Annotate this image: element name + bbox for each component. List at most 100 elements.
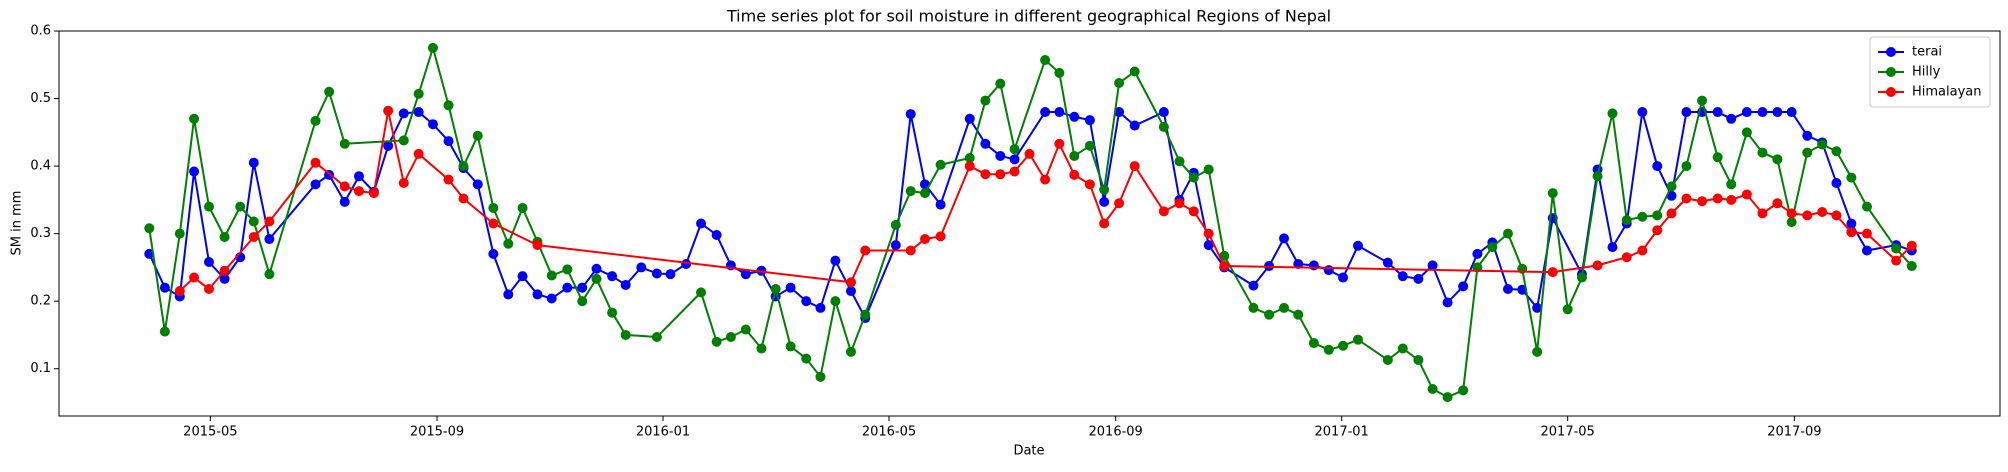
data-point (443, 100, 454, 111)
data-point (398, 177, 409, 188)
data-point (219, 232, 230, 243)
data-point (607, 271, 618, 282)
data-point (725, 331, 736, 342)
data-point (1458, 281, 1469, 292)
series-line (148, 111, 1913, 320)
legend-marker (1886, 87, 1896, 97)
data-point (1831, 146, 1842, 157)
data-point (1427, 383, 1438, 394)
data-point (398, 108, 409, 119)
data-point (1726, 179, 1737, 190)
data-point (339, 196, 350, 207)
data-point (1084, 179, 1095, 190)
data-point (517, 202, 528, 213)
data-point (1831, 177, 1842, 188)
data-point (1338, 340, 1349, 351)
data-point (189, 113, 200, 124)
data-point (919, 234, 930, 245)
data-point (264, 216, 275, 227)
data-point (815, 302, 826, 313)
data-point (1158, 206, 1169, 217)
data-point (1264, 309, 1275, 320)
data-point (310, 179, 321, 190)
data-point (1040, 174, 1051, 185)
data-point (1158, 107, 1169, 118)
data-point (1413, 354, 1424, 365)
data-point (846, 277, 857, 288)
data-point (591, 263, 602, 274)
data-point (1040, 107, 1051, 118)
data-point (665, 269, 676, 280)
data-point (801, 296, 812, 307)
data-point (1054, 138, 1065, 149)
data-point (1846, 227, 1857, 238)
series-line (179, 109, 1913, 292)
data-point (905, 245, 916, 256)
data-point (995, 78, 1006, 89)
data-point (980, 138, 991, 149)
data-point (1652, 161, 1663, 172)
x-axis-label: Date (1013, 444, 1044, 459)
data-point (1382, 257, 1393, 268)
data-point (577, 296, 588, 307)
data-point (1697, 196, 1708, 207)
data-point (413, 148, 424, 159)
x-tick-label: 2017-09 (1767, 425, 1821, 440)
data-point (1174, 198, 1185, 209)
data-point (1681, 193, 1692, 204)
data-point (1382, 354, 1393, 365)
data-point (1741, 127, 1752, 138)
data-point (651, 331, 662, 342)
data-point (905, 109, 916, 120)
data-point (1114, 198, 1125, 209)
data-point (264, 234, 275, 245)
data-point (785, 282, 796, 293)
data-point (1397, 343, 1408, 354)
data-point (1681, 107, 1692, 118)
data-point (1203, 240, 1214, 251)
data-point (1442, 297, 1453, 308)
data-point (546, 293, 557, 304)
data-point (1846, 218, 1857, 229)
data-point (1712, 193, 1723, 204)
data-point (1308, 338, 1319, 349)
data-point (1158, 121, 1169, 132)
data-point (1532, 346, 1543, 357)
data-point (1906, 240, 1917, 251)
plot-frame (58, 30, 2001, 417)
data-point (219, 273, 230, 284)
data-point (1352, 334, 1363, 345)
data-point (443, 174, 454, 185)
data-point (310, 115, 321, 126)
data-point (620, 329, 631, 340)
data-point (159, 282, 170, 293)
data-point (1652, 210, 1663, 221)
data-point (1532, 302, 1543, 313)
data-point (1308, 260, 1319, 271)
data-point (1817, 139, 1828, 150)
data-point (1607, 108, 1618, 119)
data-point (964, 152, 975, 163)
data-point (1502, 284, 1513, 295)
legend: terai Hilly Himalayan (1869, 36, 1991, 108)
data-point (1621, 215, 1632, 226)
data-point (203, 257, 214, 267)
data-point (1861, 245, 1872, 256)
data-point (472, 179, 483, 190)
y-tick-label: 0.4 (30, 159, 51, 174)
data-point (517, 271, 528, 282)
data-point (1562, 304, 1573, 315)
data-point (919, 188, 930, 199)
data-point (339, 181, 350, 192)
data-point (1188, 172, 1199, 183)
data-point (503, 238, 514, 249)
data-point (1906, 261, 1917, 272)
data-point (1069, 150, 1080, 161)
data-point (562, 264, 573, 275)
data-point (1084, 115, 1095, 126)
data-point (1129, 66, 1140, 77)
data-point (1279, 233, 1290, 244)
data-point (368, 188, 379, 199)
data-point (890, 240, 901, 251)
data-point (248, 232, 259, 243)
